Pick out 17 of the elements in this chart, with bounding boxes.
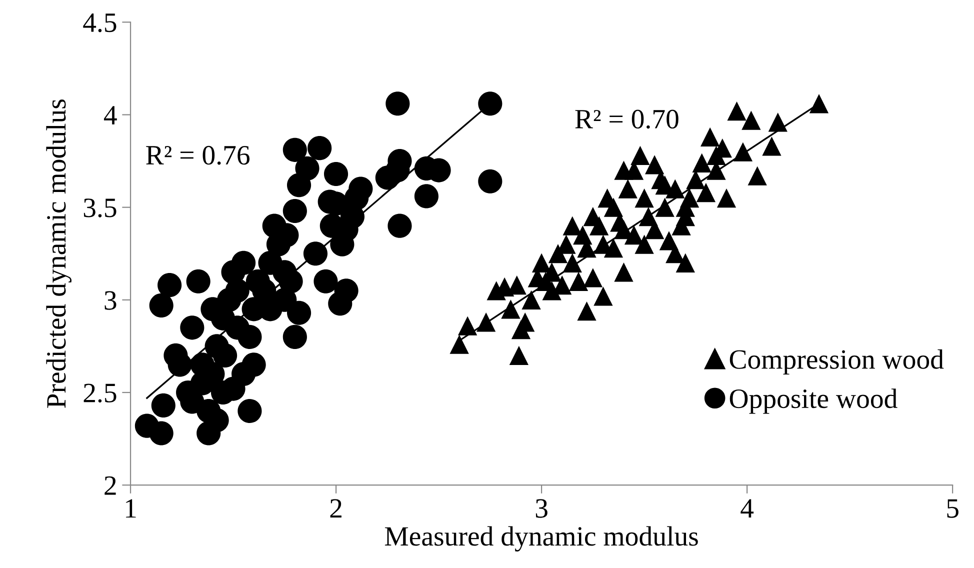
x-tick-label: 1: [126, 499, 136, 518]
annotation: R² = 0.76: [146, 146, 250, 165]
x-axis-title: Measured dynamic modulus: [384, 526, 698, 552]
annotation: R² = 0.70: [575, 110, 678, 129]
y-tick-label: 3: [104, 291, 116, 310]
x-tick-label: 2: [330, 499, 342, 518]
x-tick-label: 5: [947, 499, 958, 518]
y-tick-label: 4.5: [83, 14, 116, 32]
x-tick-label: 4: [740, 499, 754, 518]
legend-label: Opposite wood: [730, 388, 898, 414]
y-axis-title: Predicted dynamic modulus: [46, 100, 72, 408]
y-tick-label: 2: [104, 476, 116, 495]
legend-label: Compression wood: [730, 349, 944, 375]
x-tick-label: 3: [536, 499, 548, 518]
y-tick-label: 3.5: [84, 198, 116, 218]
y-tick-label: 4: [104, 106, 117, 124]
y-tick-label: 2.5: [84, 384, 116, 403]
